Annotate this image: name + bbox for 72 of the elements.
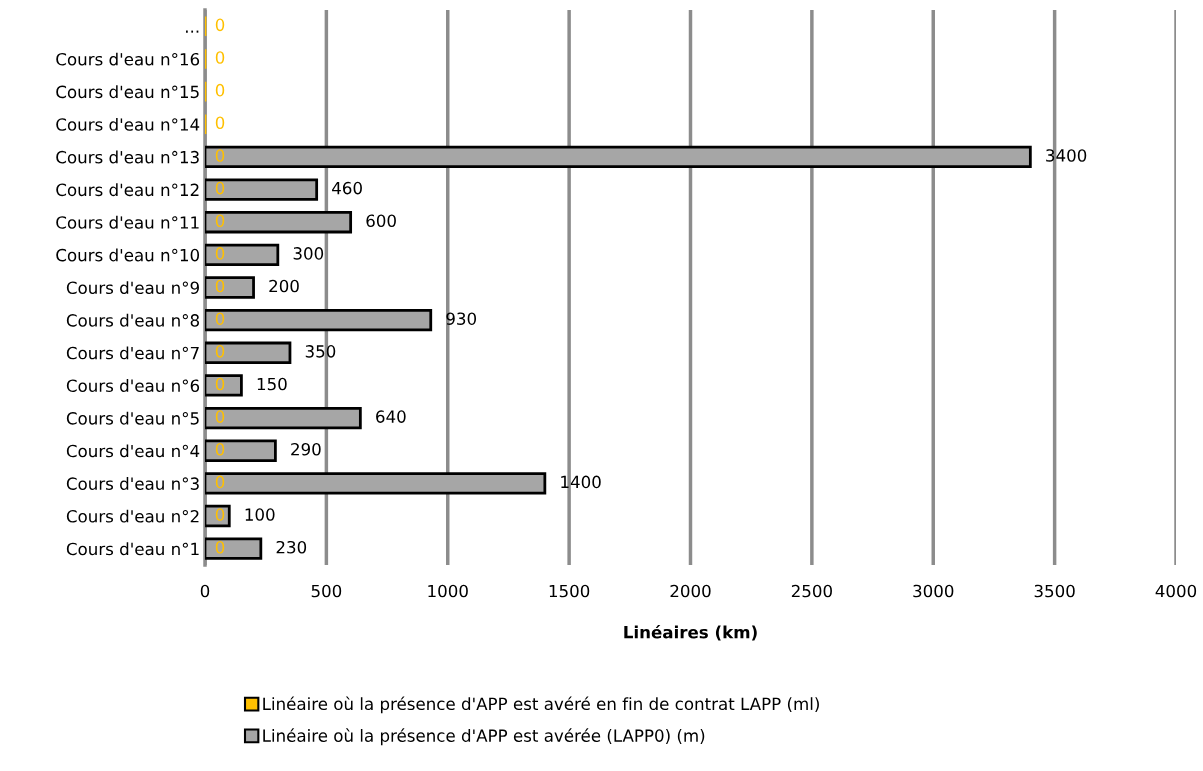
data-label: 200 [269,279,299,293]
x-tick-label: 2000 [670,584,711,598]
y-tick-label: Cours d'eau n°10 [56,248,200,262]
y-tick-label: Cours d'eau n°5 [66,411,199,425]
data-label: 930 [446,312,477,325]
y-tick-label: Cours d'eau n°4 [66,444,200,458]
x-tick-label: 0 [200,584,210,598]
bar [205,406,362,430]
data-label: 3400 [1046,149,1087,162]
data-label: 0 [215,410,225,423]
data-label: 290 [291,442,321,456]
bar [205,374,243,397]
legend-label: Linéaire où la présence d'APP est avéré en fin de contrat LAPP (ml) [263,696,819,714]
x-tick-label: 1000 [428,584,468,598]
data-label: 0 [215,247,225,260]
bar [205,504,231,528]
bar [205,472,547,495]
data-label: 230 [276,540,307,554]
data-label: 300 [293,247,324,260]
bar [205,439,277,462]
y-tick-label: Cours d'eau n°7 [66,346,199,360]
data-label: 0 [215,116,225,130]
data-label: 0 [215,181,225,195]
y-tick-label: ... [186,30,199,33]
bar [205,308,433,332]
data-label: 460 [332,181,362,195]
y-tick-label: Cours d'eau n°6 [66,379,200,393]
x-tick-label: 4000 [1155,584,1197,598]
data-label: 0 [215,83,225,97]
data-label: 640 [376,410,406,423]
x-axis-title: Linéaires (km) [624,624,757,641]
data-label: 1400 [561,475,601,489]
y-tick-label: Cours d'eau n°12 [56,183,199,197]
bar [205,537,263,560]
y-tick-label: Cours d'eau n°8 [66,313,199,327]
y-tick-label: Cours d'eau n°11 [56,215,199,229]
data-label: 100 [245,508,275,521]
y-tick-label: Cours d'eau n°1 [66,542,199,556]
bar [205,341,292,364]
data-label: 0 [215,508,225,521]
y-tick-label: Cours d'eau n°14 [56,117,200,131]
data-label: 0 [215,540,225,554]
data-label: 0 [215,214,225,228]
data-label: 0 [215,149,225,162]
x-tick-label: 1500 [549,584,590,598]
data-label: 0 [215,377,225,391]
data-label: 0 [215,312,225,325]
y-tick-label: Cours d'eau n°15 [56,85,199,99]
x-tick-label: 3500 [1034,584,1075,598]
data-label: 0 [215,442,225,456]
data-label: 0 [215,51,225,64]
bar [205,276,255,299]
bar [205,178,319,201]
data-label: 600 [366,214,396,228]
data-label: 0 [215,475,225,489]
y-tick-label: Cours d'eau n°2 [66,509,199,523]
data-label: 0 [215,345,225,358]
y-tick-label: Cours d'eau n°13 [56,150,199,164]
y-tick-label: Cours d'eau n°3 [66,477,199,490]
bar [205,211,353,234]
y-tick-label: Cours d'eau n°9 [66,281,199,295]
bar [205,243,280,267]
data-label: 0 [215,279,225,293]
x-tick-label: 2500 [791,584,832,598]
data-label: 0 [215,18,225,32]
data-label: 150 [257,377,287,391]
x-tick-label: 3000 [913,584,954,598]
data-label: 350 [305,345,336,358]
bar [205,145,1032,169]
y-tick-label: Cours d'eau n°16 [56,52,200,66]
x-tick-label: 500 [311,584,342,598]
legend-label: Linéaire où la présence d'APP est avérée (LAPP0) (m) [263,728,705,746]
